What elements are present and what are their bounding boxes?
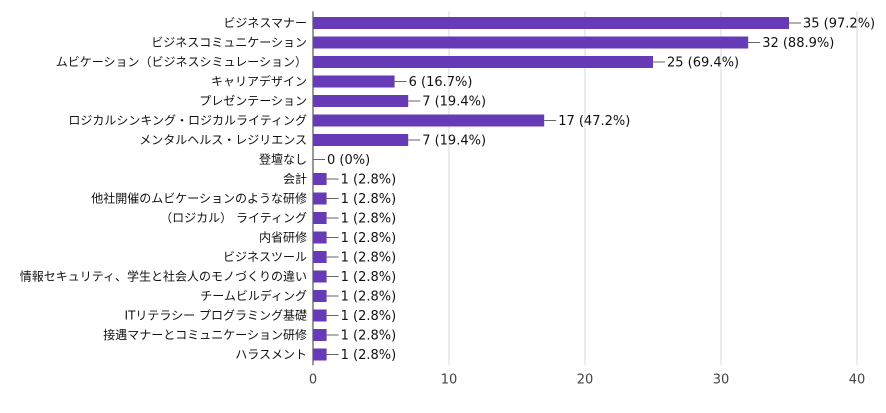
data-label: 6 (16.7%) xyxy=(409,75,473,90)
x-tick-label: 40 xyxy=(849,372,866,387)
bar[interactable] xyxy=(313,36,749,49)
bar[interactable] xyxy=(313,329,327,341)
data-label: 1 (2.8%) xyxy=(341,251,397,266)
data-label: 32 (88.9%) xyxy=(762,36,834,51)
x-tick-label: 30 xyxy=(713,372,730,387)
x-tick-label: 20 xyxy=(577,372,594,387)
data-label: 1 (2.8%) xyxy=(341,270,397,285)
bars-layer xyxy=(313,17,789,361)
bar[interactable] xyxy=(313,95,409,107)
bar[interactable] xyxy=(313,290,327,302)
data-label: 7 (19.4%) xyxy=(422,95,486,110)
bar[interactable] xyxy=(313,231,327,244)
category-label: ムビケーション（ビジネスシミュレーション） xyxy=(56,55,307,69)
data-label: 1 (2.8%) xyxy=(341,348,397,363)
bar[interactable] xyxy=(313,270,327,283)
category-label: メンタルヘルス・レジリエンス xyxy=(139,133,307,147)
bar[interactable] xyxy=(313,134,409,146)
bar[interactable] xyxy=(313,309,327,322)
bar[interactable] xyxy=(313,173,327,185)
bar[interactable] xyxy=(313,75,395,88)
labels-layer: ビジネスマナー 35 (97.2%) ビジネスコミュニケーション 32 (88.9%)… xyxy=(20,16,875,363)
category-label: チームビルディング xyxy=(200,288,307,303)
data-label: 1 (2.8%) xyxy=(341,329,397,344)
data-label: 25 (69.4%) xyxy=(667,56,739,71)
data-label: 1 (2.8%) xyxy=(341,212,397,227)
category-label: 内省研修 xyxy=(259,230,307,245)
category-label: ITリテラシー プログラミング基礎 xyxy=(125,309,307,323)
data-label: 17 (47.2%) xyxy=(558,114,630,129)
category-label: 登壇なし xyxy=(259,152,307,167)
data-label: 1 (2.8%) xyxy=(341,290,397,305)
bar[interactable] xyxy=(313,212,327,224)
bar[interactable] xyxy=(313,17,789,29)
data-label: 35 (97.2%) xyxy=(803,17,875,32)
category-label: ハラスメント xyxy=(235,348,307,362)
grid-layer xyxy=(312,11,858,366)
x-tick-label: 10 xyxy=(441,372,458,387)
bar[interactable] xyxy=(313,114,545,127)
category-label: キャリアデザイン xyxy=(211,74,307,89)
data-label: 7 (19.4%) xyxy=(422,134,486,149)
category-label: 他社開催のムビケーションのような研修 xyxy=(91,191,307,206)
category-label: ビジネスマナー xyxy=(223,16,307,30)
x-tick-label: 0 xyxy=(309,372,317,387)
category-label: （ロジカル） ライティング xyxy=(160,211,307,225)
data-label: 1 (2.8%) xyxy=(341,173,397,188)
ticks-layer: 0 10 20 30 40 xyxy=(309,372,865,387)
category-label: ロジカルシンキング・ロジカルライティング xyxy=(68,114,307,128)
bar[interactable] xyxy=(313,56,653,68)
category-label: プレゼンテーション xyxy=(199,94,307,108)
category-label: ビジネスツール xyxy=(223,250,307,264)
data-label: 1 (2.8%) xyxy=(341,192,397,207)
category-label: 接遇マナーとコミュニケーション研修 xyxy=(103,327,307,342)
category-label: 情報セキュリティ、学生と社会人のモノづくりの違い xyxy=(20,269,307,284)
category-label: ビジネスコミュニケーション xyxy=(151,36,307,50)
data-label: 1 (2.8%) xyxy=(341,231,397,246)
bar[interactable] xyxy=(313,251,327,263)
data-label: 0 (0%) xyxy=(327,153,370,168)
bar[interactable] xyxy=(313,348,327,361)
bar[interactable] xyxy=(313,192,327,205)
category-label: 会計 xyxy=(283,171,307,186)
data-label: 1 (2.8%) xyxy=(341,309,397,324)
